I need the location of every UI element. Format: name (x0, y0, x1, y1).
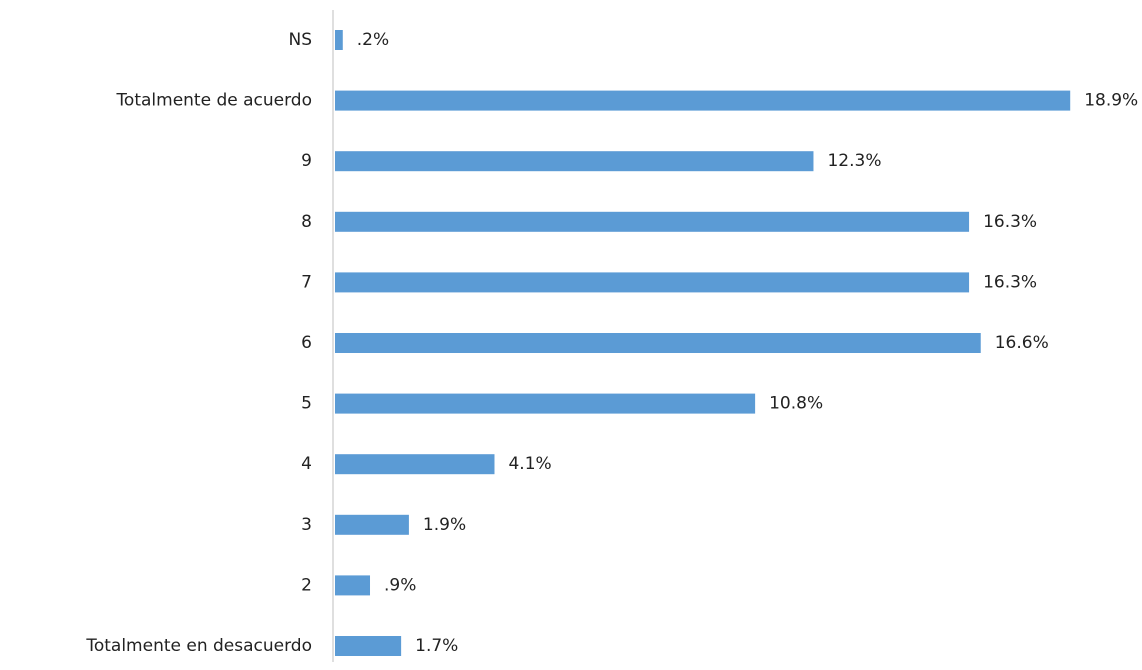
category-label: NS (288, 30, 312, 50)
category-label: 2 (301, 575, 312, 595)
bar (335, 575, 371, 596)
value-label: 12.3% (827, 151, 881, 171)
bar (335, 333, 981, 353)
category-label: 6 (301, 333, 312, 353)
category-label: 7 (301, 272, 312, 292)
category-label: Totalmente de acuerdo (115, 91, 312, 111)
value-label: 18.9% (1084, 91, 1138, 111)
bar (335, 90, 1071, 111)
bar (335, 454, 495, 475)
value-label: 16.6% (995, 333, 1049, 353)
category-label: 4 (301, 454, 312, 474)
value-label: 1.9% (423, 515, 466, 535)
bar (335, 514, 409, 535)
value-label: 16.3% (983, 212, 1037, 232)
bar (335, 151, 814, 172)
bar (335, 272, 970, 293)
category-label: 5 (301, 394, 312, 414)
value-label: 10.8% (769, 394, 823, 414)
bar (335, 30, 343, 50)
category-label: 9 (301, 151, 312, 171)
bar (335, 393, 756, 414)
value-label: .9% (384, 575, 416, 595)
value-label: 1.7% (415, 636, 458, 656)
category-label: 8 (301, 212, 312, 232)
bar (335, 211, 970, 232)
value-label: 4.1% (508, 454, 551, 474)
bar (335, 636, 402, 656)
category-label: 3 (301, 515, 312, 535)
value-label: .2% (357, 30, 389, 50)
value-label: 16.3% (983, 272, 1037, 292)
category-label: Totalmente en desacuerdo (85, 636, 312, 656)
